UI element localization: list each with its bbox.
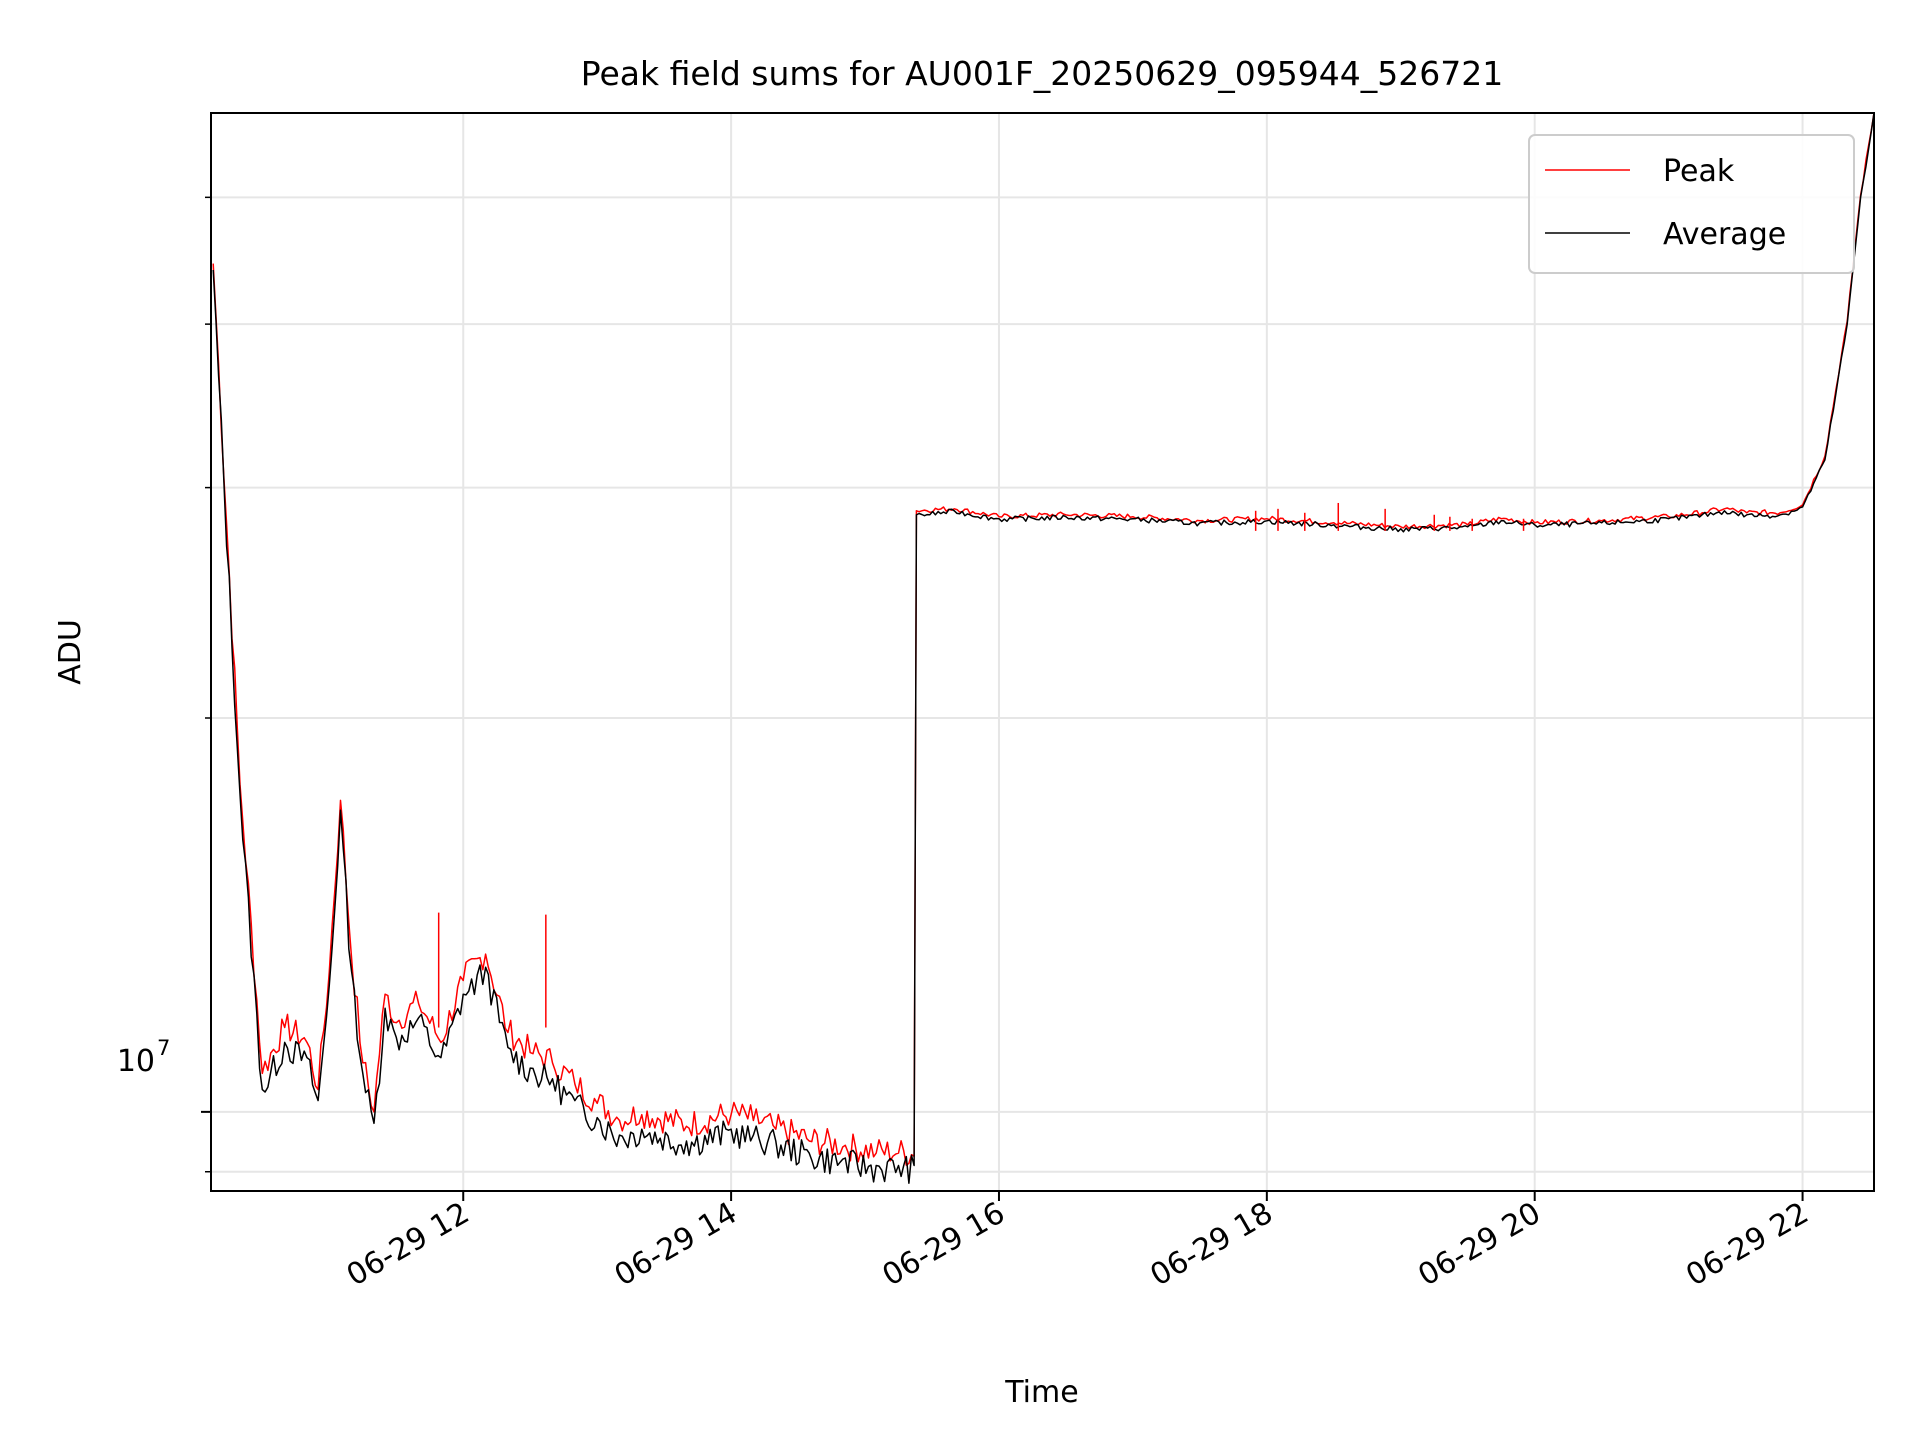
legend-label-peak: Peak (1663, 154, 1735, 189)
y-axis-label: ADU (53, 619, 88, 685)
series-line-peak (212, 113, 1874, 1166)
plot-frame (210, 112, 1875, 1192)
legend: Peak Average (1528, 134, 1855, 274)
legend-label-average: Average (1663, 217, 1786, 252)
y-tick-base: 10 (117, 1044, 155, 1079)
plot-series (212, 113, 1874, 1184)
y-tick-exponent: 7 (157, 1036, 170, 1060)
series-line-average (212, 113, 1874, 1184)
x-axis-label: Time (1004, 1375, 1078, 1410)
gridlines (211, 113, 1874, 1191)
chart-title: Peak field sums for AU001F_20250629_0959… (581, 54, 1503, 93)
y-tick-label-1e7: 10 7 (117, 1036, 171, 1079)
